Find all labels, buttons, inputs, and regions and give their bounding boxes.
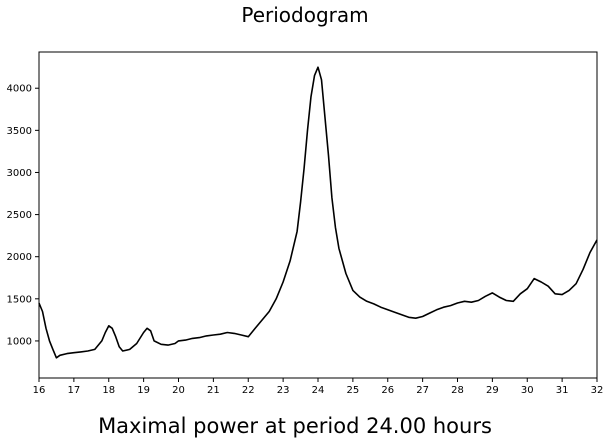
x-tick-label: 18 bbox=[102, 385, 115, 396]
x-tick-label: 31 bbox=[556, 385, 569, 396]
x-tick-label: 32 bbox=[591, 385, 604, 396]
x-tick-label: 29 bbox=[486, 385, 499, 396]
x-tick-label: 27 bbox=[416, 385, 429, 396]
y-tick-label: 4000 bbox=[7, 84, 32, 95]
x-tick-label: 21 bbox=[207, 385, 220, 396]
periodogram-line bbox=[38, 66, 598, 359]
axes-frame bbox=[38, 51, 598, 379]
series-layer bbox=[38, 66, 598, 359]
y-tick-label: 3000 bbox=[7, 168, 32, 179]
x-tick-label: 24 bbox=[312, 385, 325, 396]
y-tick-label: 1000 bbox=[7, 336, 32, 347]
x-tick-label: 23 bbox=[277, 385, 290, 396]
peak-period-caption: Maximal power at period 24.00 hours bbox=[98, 414, 492, 438]
chart-title: Periodogram bbox=[241, 3, 368, 27]
x-tick-label: 19 bbox=[137, 385, 150, 396]
y-axis: 1000 1500 2000 2500 3000 3500 4000 bbox=[7, 84, 39, 347]
plot-area: 16 17 18 19 20 21 22 23 24 25 26 27 28 29 30 31 32 10001… bbox=[7, 51, 604, 396]
x-tick-label: 16 bbox=[33, 385, 46, 396]
y-tick-label: 2500 bbox=[7, 210, 32, 221]
y-tick-label: 3500 bbox=[7, 126, 32, 137]
x-tick-label: 22 bbox=[242, 385, 255, 396]
x-tick-label: 20 bbox=[172, 385, 185, 396]
x-tick-label: 30 bbox=[521, 385, 534, 396]
x-tick-label: 28 bbox=[451, 385, 464, 396]
x-tick-label: 25 bbox=[347, 385, 360, 396]
x-axis: 16 17 18 19 20 21 22 23 24 25 26 27 28 29 30 31 32 bbox=[33, 378, 604, 396]
y-tick-label: 2000 bbox=[7, 252, 32, 263]
y-tick-label: 1500 bbox=[7, 294, 32, 305]
x-tick-label: 26 bbox=[381, 385, 394, 396]
x-tick-label: 17 bbox=[68, 385, 81, 396]
